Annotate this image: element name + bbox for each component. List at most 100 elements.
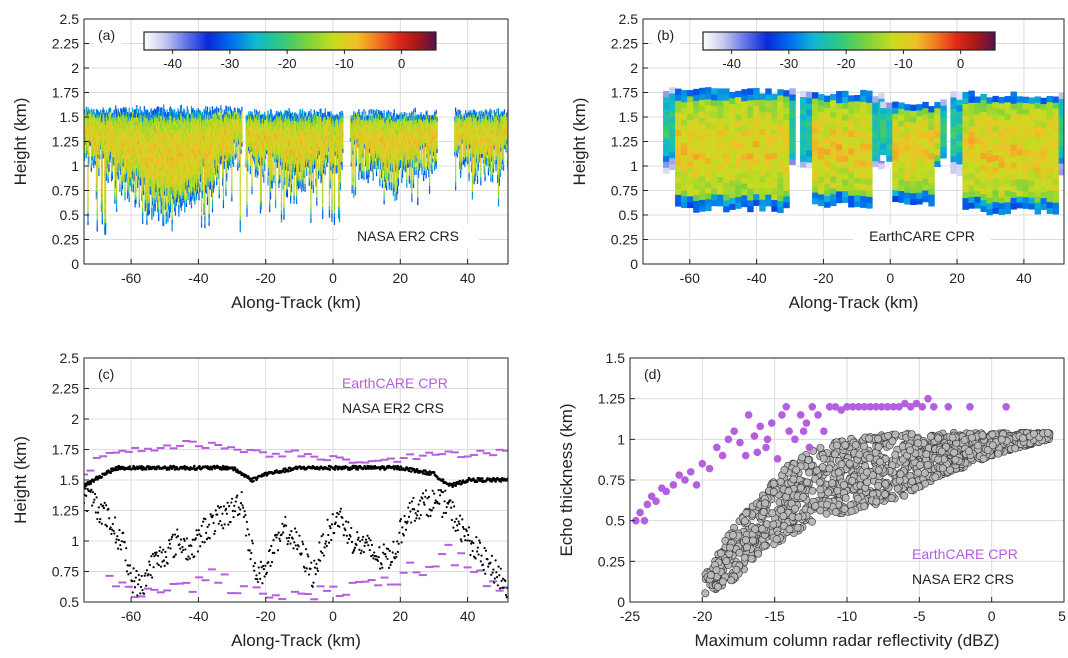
heatmap-cell [261, 193, 262, 197]
heatmap-cell [251, 190, 252, 194]
heatmap-cell [223, 192, 224, 196]
heatmap-cell [281, 206, 282, 210]
heatmap-cell [97, 184, 98, 188]
heatmap-cell [291, 180, 292, 184]
heatmap-cell [264, 167, 265, 171]
heatmap-cell [284, 173, 285, 177]
heatmap-cell [241, 134, 242, 138]
heatmap-cell [98, 160, 99, 164]
heatmap-cell [197, 189, 198, 193]
heatmap-cell [293, 180, 294, 184]
heatmap-cell [166, 204, 167, 208]
heatmap-cell [87, 221, 88, 225]
heatmap-cell [207, 193, 208, 197]
heatmap-cell [102, 177, 103, 181]
heatmap-cell [163, 198, 164, 202]
heatmap-cell [133, 180, 134, 184]
heatmap-cell [272, 165, 273, 169]
heatmap-cell [194, 192, 195, 196]
heatmap-cell [237, 155, 238, 159]
heatmap-cell [273, 167, 274, 171]
heatmap-cell [214, 184, 215, 188]
heatmap-cell [184, 204, 185, 208]
heatmap-cell [241, 111, 242, 115]
heatmap-cell [161, 205, 162, 209]
heatmap-cell [281, 179, 282, 183]
heatmap-cell [155, 207, 156, 211]
heatmap-cell [202, 167, 203, 171]
heatmap-cell [171, 200, 172, 204]
heatmap-cell [135, 176, 136, 180]
heatmap-cell [214, 180, 215, 184]
heatmap-cell [140, 106, 141, 110]
heatmap-cell [97, 216, 98, 220]
heatmap-cell [158, 107, 159, 111]
heatmap-cell [275, 169, 276, 173]
heatmap-cell [97, 192, 98, 196]
heatmap-cell [171, 211, 172, 215]
heatmap-cell [102, 201, 103, 205]
heatmap-cell [97, 165, 98, 169]
heatmap-cell [87, 166, 88, 170]
heatmap-cell [201, 200, 202, 204]
heatmap-cell [102, 189, 103, 193]
heatmap-cell [213, 188, 214, 192]
heatmap-cell [129, 194, 130, 198]
heatmap-cell [219, 178, 220, 182]
heatmap-cell [233, 162, 234, 166]
heatmap-cell [250, 158, 251, 162]
heatmap-cell [209, 218, 210, 222]
heatmap-cell [135, 200, 136, 204]
heatmap-cell [161, 107, 162, 111]
heatmap-cell [138, 109, 139, 113]
heatmap-cell [237, 147, 238, 151]
heatmap-cell [293, 176, 294, 180]
heatmap-cell [204, 204, 205, 208]
heatmap-cell [240, 201, 241, 205]
heatmap-cell [171, 223, 172, 227]
heatmap-cell [216, 173, 217, 177]
heatmap-cell [97, 196, 98, 200]
heatmap-cell [284, 181, 285, 185]
heatmap-cell [240, 197, 241, 201]
heatmap-cell [192, 195, 193, 199]
heatmap-cell [207, 107, 208, 111]
heatmap-cell [102, 161, 103, 165]
heatmap-cell [266, 115, 267, 119]
heatmap-cell [261, 182, 262, 186]
heatmap-cell [226, 177, 227, 181]
heatmap-cell [137, 184, 138, 188]
heatmap-cell [186, 199, 187, 203]
heatmap-cell [241, 107, 242, 111]
heatmap-cell [291, 184, 292, 188]
heatmap-cell [296, 188, 297, 192]
heatmap-cell [119, 184, 120, 188]
heatmap-cell [212, 200, 213, 204]
heatmap-cell [112, 175, 113, 179]
heatmap-cell [86, 107, 87, 111]
heatmap-cell [88, 153, 89, 157]
heatmap-cell [87, 217, 88, 221]
heatmap-cell [186, 195, 187, 199]
heatmap-cell [218, 112, 219, 116]
heatmap-cell [149, 210, 150, 214]
heatmap-cell [281, 187, 282, 191]
heatmap-cell [267, 181, 268, 185]
heatmap-cell [301, 188, 302, 192]
heatmap-cell [263, 178, 264, 182]
heatmap-cell [204, 197, 205, 201]
heatmap-cell [283, 196, 284, 200]
heatmap-cell [261, 170, 262, 174]
heatmap-cell [116, 204, 117, 208]
heatmap-cell [178, 208, 179, 212]
heatmap-cell [212, 192, 213, 196]
heatmap-cell [87, 205, 88, 209]
heatmap-cell [97, 180, 98, 184]
heatmap-cell [246, 185, 247, 189]
heatmap-cell [257, 171, 258, 175]
heatmap-cell [251, 182, 252, 186]
heatmap-cell [202, 171, 203, 175]
heatmap-cell [87, 170, 88, 174]
